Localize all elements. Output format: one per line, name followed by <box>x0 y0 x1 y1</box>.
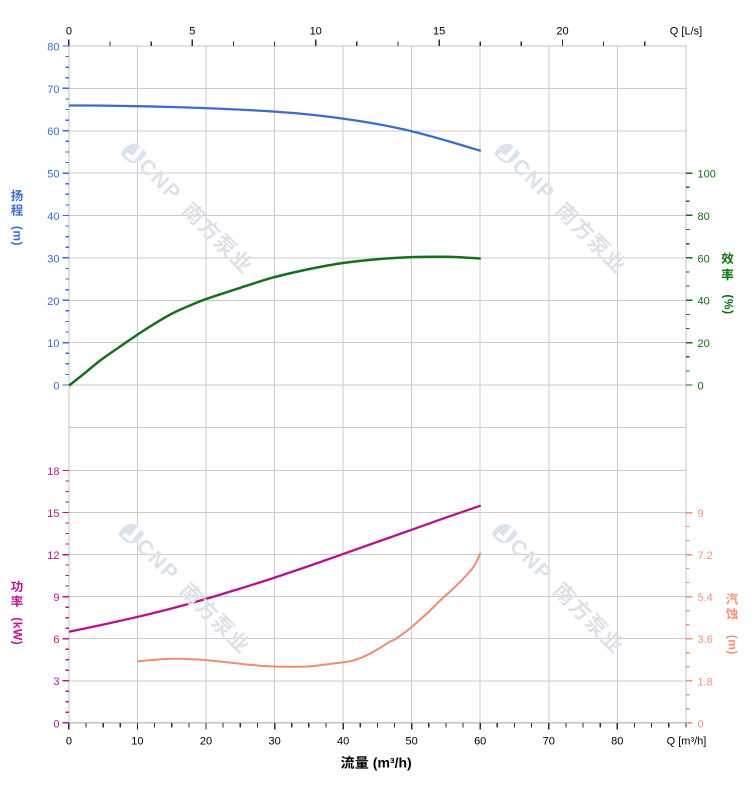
svg-text:0: 0 <box>53 718 59 730</box>
svg-text:70: 70 <box>543 736 555 748</box>
svg-text:3: 3 <box>53 676 59 688</box>
svg-text:70: 70 <box>47 84 59 96</box>
svg-text:18: 18 <box>47 466 59 478</box>
svg-text:0: 0 <box>66 26 72 38</box>
svg-text:(kW): (kW) <box>11 617 25 645</box>
svg-text:0: 0 <box>53 381 59 393</box>
svg-text:30: 30 <box>47 253 59 265</box>
svg-text:20: 20 <box>200 736 212 748</box>
svg-text:60: 60 <box>47 126 59 138</box>
svg-text:CNP: CNP <box>508 154 560 206</box>
svg-text:9: 9 <box>698 508 704 520</box>
svg-text:6: 6 <box>53 634 59 646</box>
svg-text:80: 80 <box>47 42 59 54</box>
svg-text:0: 0 <box>698 381 704 393</box>
svg-text:5.4: 5.4 <box>698 592 713 604</box>
svg-text:80: 80 <box>611 736 623 748</box>
svg-text:40: 40 <box>47 211 59 223</box>
svg-text:20: 20 <box>47 296 59 308</box>
svg-text:40: 40 <box>698 296 710 308</box>
svg-text:12: 12 <box>47 550 59 562</box>
svg-text:20: 20 <box>698 338 710 350</box>
svg-text:Q [m³/h]: Q [m³/h] <box>667 736 707 748</box>
svg-text:0: 0 <box>66 736 72 748</box>
svg-text:Q [L/s]: Q [L/s] <box>670 26 702 38</box>
svg-text:15: 15 <box>433 26 445 38</box>
svg-text:CNP: CNP <box>132 535 184 587</box>
svg-text:9: 9 <box>53 592 59 604</box>
svg-text:(%): (%) <box>721 294 735 314</box>
svg-text:60: 60 <box>698 253 710 265</box>
svg-text:60: 60 <box>474 736 486 748</box>
svg-text:1.8: 1.8 <box>698 676 713 688</box>
svg-text:100: 100 <box>698 169 716 181</box>
svg-text:CNP: CNP <box>134 154 186 206</box>
svg-text:50: 50 <box>405 736 417 748</box>
svg-text:(m³/h): (m³/h) <box>373 755 412 771</box>
svg-text:40: 40 <box>337 736 349 748</box>
svg-text:10: 10 <box>310 26 322 38</box>
svg-text:15: 15 <box>47 508 59 520</box>
svg-text:5: 5 <box>189 26 195 38</box>
svg-text:3.6: 3.6 <box>698 634 713 646</box>
svg-text:(m): (m) <box>11 226 25 246</box>
svg-text:(m): (m) <box>726 635 740 655</box>
svg-text:7.2: 7.2 <box>698 550 713 562</box>
svg-text:80: 80 <box>698 211 710 223</box>
svg-text:10: 10 <box>131 736 143 748</box>
svg-text:10: 10 <box>47 338 59 350</box>
svg-text:30: 30 <box>268 736 280 748</box>
svg-text:0: 0 <box>698 718 704 730</box>
svg-text:50: 50 <box>47 169 59 181</box>
svg-text:20: 20 <box>556 26 568 38</box>
